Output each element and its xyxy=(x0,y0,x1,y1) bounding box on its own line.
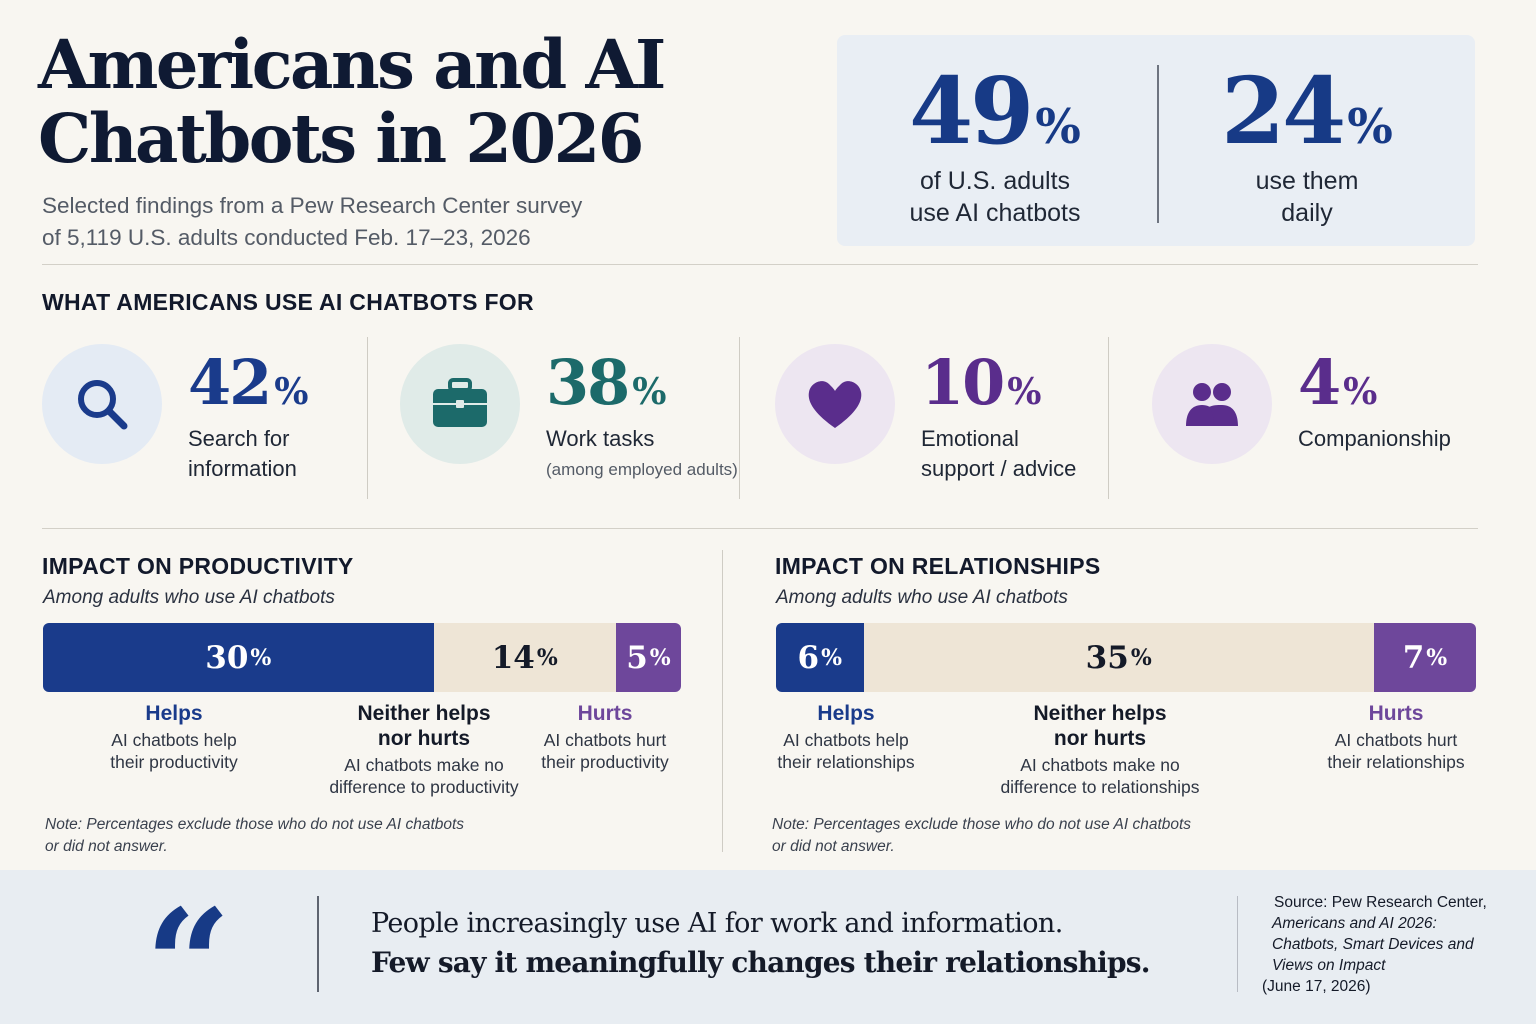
use-label: Search for information xyxy=(188,426,297,481)
relationships-label-neither: Neither helps nor hurts AI chatbots make … xyxy=(985,701,1215,798)
briefcase-icon-circle xyxy=(400,344,520,464)
relationships-label-helps: Helps AI chatbots help their relationship… xyxy=(766,701,926,773)
briefcase-icon xyxy=(433,378,487,427)
subtitle-line-1: Selected findings from a Pew Research Ce… xyxy=(42,193,583,218)
stat-label: use them daily xyxy=(1157,165,1457,229)
stat-label-line-1: of U.S. adults xyxy=(919,167,1071,195)
source-citation: Source: Pew Research Center, Americans a… xyxy=(1262,892,1532,997)
source-org: Source: Pew Research Center, xyxy=(1274,894,1487,911)
productivity-label-hurts: Hurts AI chatbots hurt their productivity xyxy=(515,701,695,773)
productivity-chart-subtitle: Among adults who use AI chatbots xyxy=(43,587,335,608)
stat-unit: % xyxy=(1347,99,1393,155)
quote-line-1: People increasingly use AI for work and … xyxy=(371,908,1063,939)
use-value: 4% xyxy=(1298,346,1377,419)
productivity-label-helps: Helps AI chatbots help their productivity xyxy=(64,701,284,773)
category-description: AI chatbots help their productivity xyxy=(110,730,238,772)
category-description: AI chatbots hurt their relationships xyxy=(1327,730,1465,772)
stat-label-line-2: use AI chatbots xyxy=(909,199,1081,227)
heart-icon-circle xyxy=(775,344,895,464)
bar-segment-hurts: 5% xyxy=(615,623,681,692)
quote-mark-icon: “ xyxy=(145,877,232,1024)
stat-label-line-1: use them xyxy=(1255,167,1359,195)
divider-header xyxy=(42,264,1478,265)
stat-unit: % xyxy=(1035,99,1081,155)
relationships-note: Note: Percentages exclude those who do n… xyxy=(772,816,1192,855)
quote-line-2: Few say it meaningfully changes their re… xyxy=(371,946,1151,979)
headline-stats-panel: 49% of U.S. adults use AI chatbots 24% u… xyxy=(837,35,1475,246)
footer-quote-band: “ People increasingly use AI for work an… xyxy=(0,870,1536,1024)
use-label: Emotional support / advice xyxy=(921,426,1077,481)
relationships-chart-subtitle: Among adults who use AI chatbots xyxy=(776,587,1068,608)
page-title-line-2: Chatbots in 2026 xyxy=(38,99,644,178)
bar-segment-helps: 6% xyxy=(776,623,864,692)
use-item-emotional: 10% Emotional support / advice xyxy=(775,344,1105,504)
productivity-note: Note: Percentages exclude those who do n… xyxy=(45,816,465,855)
category-description: AI chatbots hurt their productivity xyxy=(541,730,669,772)
source-date: (June 17, 2026) xyxy=(1262,978,1371,995)
category-name: Helps xyxy=(145,702,203,725)
use-value: 38% xyxy=(546,346,667,419)
category-name: Hurts xyxy=(1368,702,1424,725)
people-icon-circle xyxy=(1152,344,1272,464)
divider-uses xyxy=(42,528,1478,529)
bar-segment-helps: 30% xyxy=(43,623,434,692)
category-description: AI chatbots help their relationships xyxy=(777,730,915,772)
uses-separator xyxy=(367,337,368,499)
stat-use-daily: 24% use them daily xyxy=(1157,61,1457,229)
use-item-work: 38% Work tasks (among employed adults) xyxy=(400,344,738,504)
use-label: Work tasks xyxy=(546,426,655,451)
charts-separator xyxy=(722,550,723,852)
uses-separator xyxy=(739,337,740,499)
source-title-line: Views on Impact xyxy=(1272,957,1386,974)
uses-section-title: WHAT AMERICANS USE AI CHATBOTS FOR xyxy=(42,289,534,315)
source-separator xyxy=(1237,896,1238,992)
stats-divider xyxy=(1157,65,1159,223)
productivity-label-neither: Neither helps nor hurts AI chatbots make … xyxy=(314,701,534,798)
category-name: Hurts xyxy=(577,702,633,725)
quote-separator xyxy=(317,896,319,992)
use-value: 42% xyxy=(188,346,309,419)
bar-segment-hurts: 7% xyxy=(1373,623,1476,692)
subtitle-line-2: of 5,119 U.S. adults conducted Feb. 17–2… xyxy=(42,225,531,250)
category-description: AI chatbots make no difference to product… xyxy=(329,755,519,797)
stat-value: 49 xyxy=(909,57,1034,165)
source-title-line: Americans and AI 2026: xyxy=(1272,915,1437,932)
relationships-label-hurts: Hurts AI chatbots hurt their relationship… xyxy=(1312,701,1480,773)
bar-segment-neither: 14% xyxy=(433,623,616,692)
category-name: Helps xyxy=(817,702,875,725)
category-name: Neither helps nor hurts xyxy=(1033,702,1167,750)
page-title-line-1: Americans and AI xyxy=(38,25,666,104)
productivity-chart-title: IMPACT ON PRODUCTIVITY xyxy=(42,553,354,579)
relationships-stacked-bar: 6% 35% 7% xyxy=(776,623,1476,692)
use-item-search: 42% Search for information xyxy=(42,344,362,504)
search-icon-circle xyxy=(42,344,162,464)
use-value: 10% xyxy=(921,346,1042,419)
category-name: Neither helps nor hurts xyxy=(357,702,491,750)
heart-icon xyxy=(808,381,862,428)
use-item-companionship: 4% Companionship xyxy=(1152,344,1482,504)
category-description: AI chatbots make no difference to relatio… xyxy=(1000,755,1200,797)
stat-label: of U.S. adults use AI chatbots xyxy=(845,165,1145,229)
page-subtitle: Selected findings from a Pew Research Ce… xyxy=(42,190,662,254)
productivity-stacked-bar: 30% 14% 5% xyxy=(43,623,681,692)
page-title: Americans and AI Chatbots in 2026 xyxy=(38,28,738,176)
stat-value: 24 xyxy=(1221,57,1346,165)
relationships-chart-title: IMPACT ON RELATIONSHIPS xyxy=(775,553,1101,579)
people-icon xyxy=(1186,383,1238,426)
stat-label-line-2: daily xyxy=(1281,199,1333,227)
use-label: Companionship xyxy=(1298,426,1451,451)
stat-use-ai-chatbots: 49% of U.S. adults use AI chatbots xyxy=(845,61,1145,229)
bar-segment-neither: 35% xyxy=(863,623,1374,692)
source-title-line: Chatbots, Smart Devices and xyxy=(1272,936,1474,953)
search-icon xyxy=(78,380,128,430)
uses-separator xyxy=(1108,337,1109,499)
use-note: (among employed adults) xyxy=(546,460,738,479)
